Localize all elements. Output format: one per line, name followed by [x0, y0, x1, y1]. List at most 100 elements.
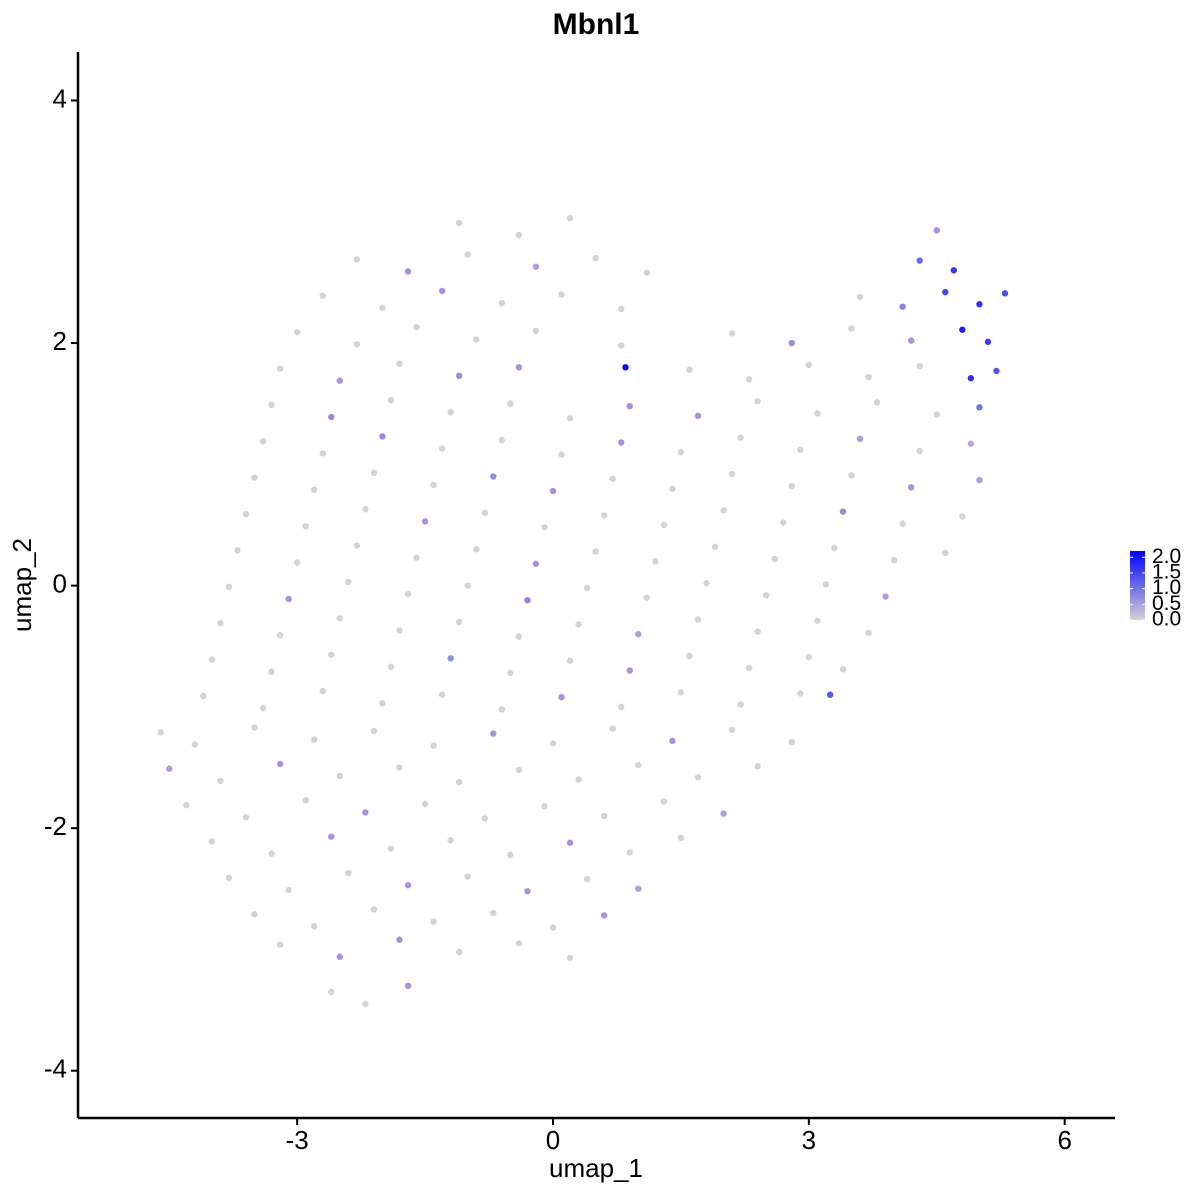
- x-tick-label: 0: [546, 1125, 560, 1155]
- cell-point: [814, 410, 821, 417]
- cell-point: [311, 736, 318, 743]
- cell-point: [745, 376, 753, 383]
- cell-point: [438, 287, 446, 295]
- cell-point: [370, 469, 378, 477]
- cell-point: [720, 810, 727, 817]
- cell-point: [157, 729, 164, 736]
- cell-point: [336, 377, 344, 384]
- cell-point: [839, 508, 847, 515]
- cell-point: [788, 482, 795, 490]
- cell-point: [464, 873, 471, 880]
- cell-point: [498, 436, 506, 444]
- cell-point: [566, 839, 574, 846]
- cell-point: [430, 918, 437, 925]
- cell-point: [464, 582, 471, 589]
- cell-point: [447, 837, 454, 844]
- cell-point: [293, 559, 301, 566]
- cell-point: [379, 304, 386, 312]
- cell-point: [413, 554, 420, 561]
- cell-point: [635, 761, 642, 769]
- cell-point: [404, 881, 412, 889]
- cell-point: [635, 885, 642, 892]
- cell-point: [933, 227, 940, 234]
- cell-point: [293, 328, 301, 336]
- cell-point: [285, 886, 292, 894]
- cell-point: [302, 522, 309, 530]
- cell-point: [745, 664, 753, 672]
- cell-point: [208, 838, 216, 845]
- cell-point: [447, 408, 454, 416]
- cell-point: [959, 326, 966, 333]
- cell-point: [549, 487, 557, 495]
- cell-point: [933, 411, 940, 418]
- chart-title: Mbnl1: [553, 8, 640, 41]
- cell-point: [421, 800, 429, 808]
- cell-point: [490, 909, 497, 917]
- cell-point: [217, 777, 224, 785]
- cell-point: [805, 361, 813, 369]
- cell-point: [660, 521, 668, 529]
- cell-point: [259, 704, 267, 712]
- cell-point: [481, 815, 488, 822]
- cell-point: [490, 730, 497, 737]
- cell-point: [541, 524, 548, 531]
- cell-point: [387, 845, 395, 852]
- color-tick-label: 0.5: [1152, 592, 1181, 615]
- cell-point: [635, 630, 642, 638]
- cell-point: [285, 595, 292, 603]
- cell-point: [268, 668, 275, 675]
- cell-point: [677, 449, 685, 456]
- cell-point: [455, 219, 463, 227]
- y-tick-label: -4: [44, 1054, 67, 1084]
- cell-point: [276, 941, 284, 948]
- cell-point: [788, 738, 795, 746]
- cell-point: [532, 263, 540, 270]
- cell-point: [541, 803, 548, 810]
- cell-point: [890, 556, 898, 564]
- cell-point: [302, 797, 309, 804]
- color-tick-label: 0.0: [1152, 608, 1181, 631]
- cell-point: [532, 560, 540, 567]
- cell-point: [575, 776, 582, 783]
- cell-point: [558, 291, 565, 298]
- cell-point: [643, 594, 651, 601]
- color-tick-label: 1.5: [1152, 561, 1181, 584]
- cell-point: [831, 544, 838, 552]
- cell-point: [754, 628, 761, 635]
- cell-point: [549, 740, 557, 747]
- cell-point: [907, 337, 915, 344]
- cell-point: [609, 725, 616, 732]
- cell-point: [694, 616, 702, 623]
- cell-point: [566, 214, 574, 222]
- cell-point: [583, 584, 591, 592]
- cell-point: [600, 912, 608, 919]
- cell-point: [797, 446, 804, 453]
- cell-point: [583, 875, 591, 883]
- cell-point: [507, 669, 514, 677]
- cell-point: [694, 412, 702, 420]
- cell-point: [421, 518, 429, 525]
- cell-point: [600, 812, 608, 820]
- cell-point: [404, 590, 412, 598]
- cell-point: [353, 341, 361, 348]
- cell-point: [686, 366, 693, 373]
- cell-point: [225, 874, 233, 882]
- y-axis-label: umap_2: [7, 538, 37, 632]
- cell-point: [328, 651, 335, 658]
- cell-point: [242, 510, 250, 518]
- cell-point: [805, 653, 813, 661]
- cell-point: [208, 656, 216, 663]
- cell-point: [754, 398, 761, 405]
- cell-point: [515, 364, 523, 371]
- cell-point: [797, 690, 804, 697]
- cell-point: [865, 373, 872, 381]
- cell-point: [387, 663, 395, 671]
- cell-point: [652, 558, 659, 565]
- cell-point: [396, 764, 403, 771]
- cell-point: [669, 485, 676, 492]
- cell-point: [660, 798, 668, 805]
- cell-point: [464, 251, 471, 258]
- cell-point: [191, 741, 199, 748]
- x-tick-label: -3: [286, 1125, 309, 1155]
- cell-point: [907, 484, 915, 491]
